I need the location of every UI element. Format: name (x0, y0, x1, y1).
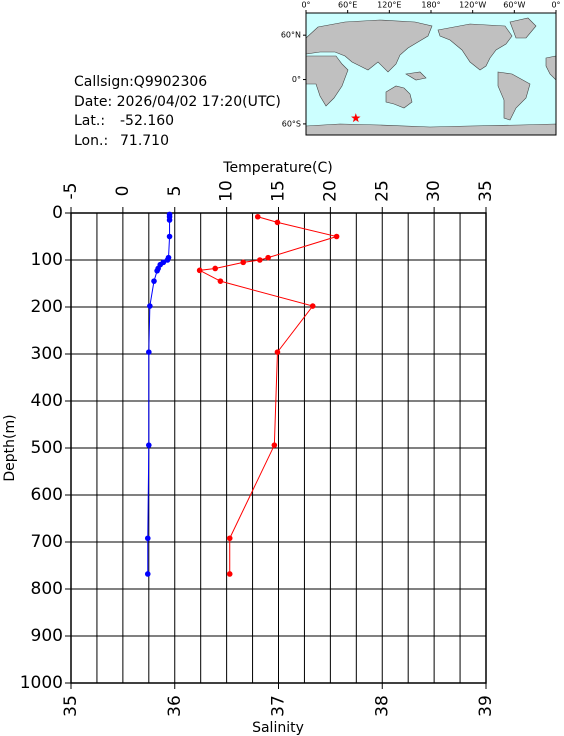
map-lon-label: 60°W (503, 1, 525, 10)
y-tick-label: 600 (31, 485, 63, 505)
map-lon-label: 60°E (338, 1, 357, 10)
y-tick-label: 800 (31, 579, 63, 599)
profile-point (151, 278, 157, 284)
profile-point (226, 571, 233, 577)
x-tick-label: 5 (165, 186, 185, 197)
float-info: Callsign:Q9902306 Date: 2026/04/02 17:20… (74, 74, 281, 149)
profile-point (164, 257, 171, 263)
x-tick-label: 0 (113, 186, 133, 197)
profile-point (166, 217, 173, 223)
map-lat-label: 60°S (282, 119, 301, 128)
profile-point (166, 233, 173, 240)
y-tick-label: 0 (52, 203, 63, 223)
latitude-label: Lat.: (74, 113, 105, 129)
profile-point (144, 571, 151, 577)
x2-axis-title: Salinity (252, 720, 304, 736)
map-lat-label: 0° (292, 75, 301, 84)
profile-point (274, 219, 281, 226)
profile-point (257, 257, 263, 263)
x2-tick-label: 38 (372, 695, 392, 717)
x2-tick-label: 36 (165, 695, 185, 717)
y-tick-label: 500 (31, 438, 63, 458)
profile-point (196, 267, 203, 274)
profile-point (309, 303, 316, 309)
profile-point (271, 442, 278, 448)
profile-point (333, 233, 340, 240)
profile-point (146, 349, 152, 355)
date: Date: 2026/04/02 17:20(UTC) (74, 94, 281, 110)
callsign: Callsign:Q9902306 (74, 74, 207, 90)
y-tick-label: 700 (31, 532, 63, 552)
profile-point (226, 535, 233, 542)
x-tick-label: 10 (217, 180, 237, 202)
x-tick-label: 20 (320, 180, 340, 202)
profile-point (212, 265, 219, 272)
y-tick-label: 200 (31, 297, 63, 317)
profile-point (254, 213, 261, 220)
x-tick-label: 35 (476, 180, 496, 202)
x-tick-label: 25 (372, 180, 392, 202)
profile-point (274, 349, 281, 355)
y-tick-label: 1000 (20, 673, 63, 693)
x-tick-label: 15 (269, 180, 289, 202)
float-location (351, 113, 361, 123)
profile-point (265, 254, 271, 261)
map-lon-label: 0° (301, 1, 310, 10)
profile-point (154, 268, 160, 274)
map-lon-label: 180° (421, 1, 440, 10)
profile-point (147, 303, 153, 309)
y-tick-label: 900 (31, 626, 63, 646)
profile-point (217, 278, 224, 284)
plot-frame (70, 212, 487, 684)
x2-tick-label: 35 (61, 695, 81, 717)
x2-tick-label: 39 (476, 695, 496, 717)
y-tick-label: 100 (31, 250, 63, 270)
profile-line (197, 216, 339, 574)
map-lon-label: 120°E (377, 1, 401, 10)
x-axis-title: Temperature(C) (222, 160, 332, 176)
profile-point (144, 535, 151, 542)
profile-point (240, 259, 247, 266)
y-axis-title: Depth(m) (2, 414, 18, 481)
map-lon-label: 0° (551, 1, 560, 10)
x-tick-label: 30 (424, 180, 444, 202)
map-lon-label: 120°W (459, 1, 486, 10)
world-map (305, 12, 557, 136)
land (305, 17, 557, 136)
y-tick-label: 400 (31, 391, 63, 411)
longitude-label: Lon.: (74, 133, 108, 149)
longitude: 71.710 (120, 133, 169, 149)
profile-point (146, 442, 152, 448)
y-tick-label: 300 (31, 344, 63, 364)
latitude: -52.160 (120, 113, 174, 129)
x-tick-label: -5 (61, 183, 81, 200)
map-lat-label: 60°N (281, 31, 301, 40)
x2-tick-label: 37 (269, 695, 289, 717)
